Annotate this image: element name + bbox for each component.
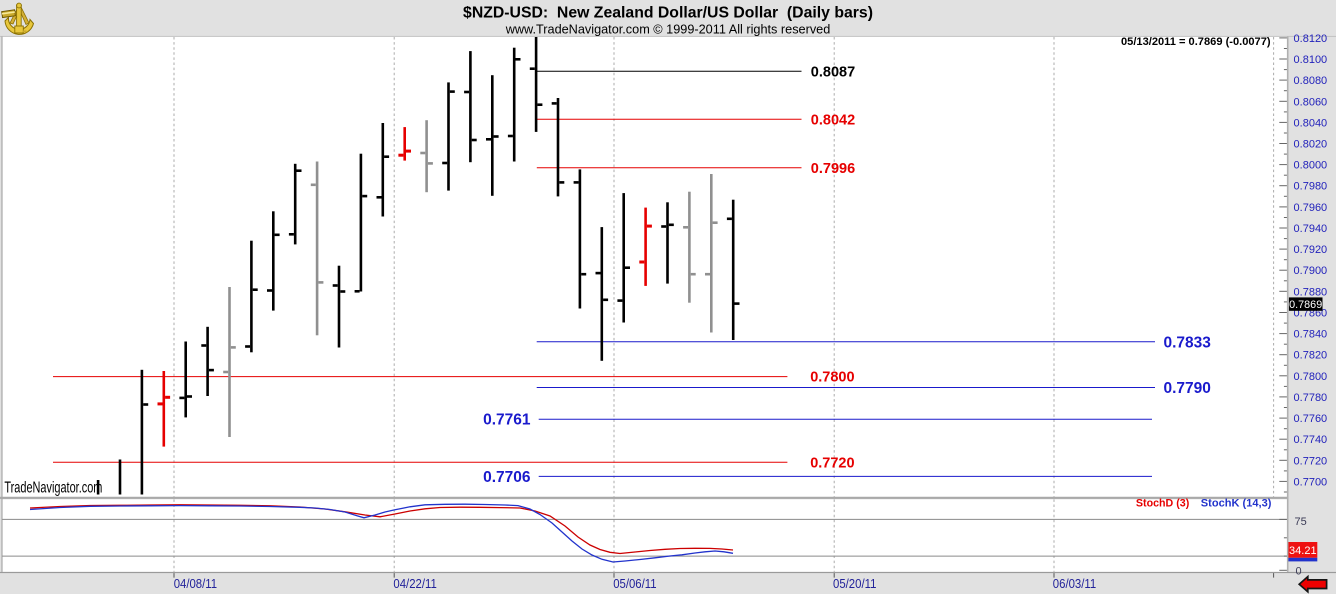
svg-text:0.7833: 0.7833 — [1164, 334, 1212, 351]
svg-text:$NZD-USD: New Zealand Dollar/: $NZD-USD: New Zealand Dollar/US Dollar (… — [463, 5, 873, 22]
svg-text:04/08/11: 04/08/11 — [174, 576, 217, 591]
svg-text:0.7800: 0.7800 — [810, 370, 854, 386]
svg-text:0.7940: 0.7940 — [1294, 223, 1328, 235]
svg-text:0.7980: 0.7980 — [1294, 181, 1328, 193]
svg-text:0.7840: 0.7840 — [1294, 329, 1328, 341]
svg-text:06/03/11: 06/03/11 — [1053, 576, 1096, 591]
svg-text:0.7780: 0.7780 — [1294, 392, 1328, 404]
svg-text:www.TradeNavigator.com © 1999-: www.TradeNavigator.com © 1999-2011 All r… — [505, 23, 831, 37]
svg-text:0.7720: 0.7720 — [810, 455, 854, 471]
svg-text:0.8000: 0.8000 — [1294, 160, 1328, 172]
svg-text:0.8080: 0.8080 — [1294, 75, 1328, 87]
svg-text:0.8060: 0.8060 — [1294, 96, 1328, 108]
svg-text:0.7900: 0.7900 — [1294, 265, 1328, 277]
svg-text:0.8100: 0.8100 — [1294, 54, 1328, 66]
svg-text:05/13/2011 = 0.7869 (-0.0077): 05/13/2011 = 0.7869 (-0.0077) — [1121, 36, 1271, 48]
svg-text:0.7800: 0.7800 — [1294, 371, 1328, 383]
svg-text:34.21: 34.21 — [1289, 545, 1317, 557]
svg-text:0.7760: 0.7760 — [1294, 413, 1328, 425]
svg-text:0.7996: 0.7996 — [811, 161, 855, 177]
svg-text:0: 0 — [1296, 565, 1302, 577]
svg-text:TradeNavigator.com: TradeNavigator.com — [4, 479, 102, 496]
svg-text:0.8042: 0.8042 — [811, 112, 855, 128]
svg-text:0.7920: 0.7920 — [1294, 244, 1328, 256]
svg-text:0.8020: 0.8020 — [1294, 139, 1328, 151]
svg-text:05/06/11: 05/06/11 — [613, 576, 656, 591]
svg-text:0.7706: 0.7706 — [483, 469, 531, 486]
svg-text:0.7720: 0.7720 — [1294, 455, 1328, 467]
svg-text:StochK (14,3): StochK (14,3) — [1201, 497, 1272, 509]
svg-text:StochD (3): StochD (3) — [1136, 497, 1190, 509]
svg-text:0.7790: 0.7790 — [1164, 380, 1211, 397]
svg-text:0.7740: 0.7740 — [1294, 434, 1328, 446]
svg-text:0.8120: 0.8120 — [1294, 33, 1328, 45]
svg-text:0.7700: 0.7700 — [1294, 476, 1328, 488]
svg-text:0.8040: 0.8040 — [1294, 117, 1328, 129]
svg-text:0.7960: 0.7960 — [1294, 202, 1328, 214]
svg-text:75: 75 — [1295, 516, 1307, 528]
svg-text:0.8087: 0.8087 — [811, 64, 855, 80]
svg-text:0.7820: 0.7820 — [1294, 350, 1328, 362]
svg-text:05/20/11: 05/20/11 — [833, 576, 876, 591]
svg-text:0.7761: 0.7761 — [483, 412, 531, 429]
svg-text:0.7880: 0.7880 — [1294, 286, 1328, 298]
svg-text:0.7869: 0.7869 — [1289, 299, 1322, 311]
svg-text:04/22/11: 04/22/11 — [393, 576, 436, 591]
